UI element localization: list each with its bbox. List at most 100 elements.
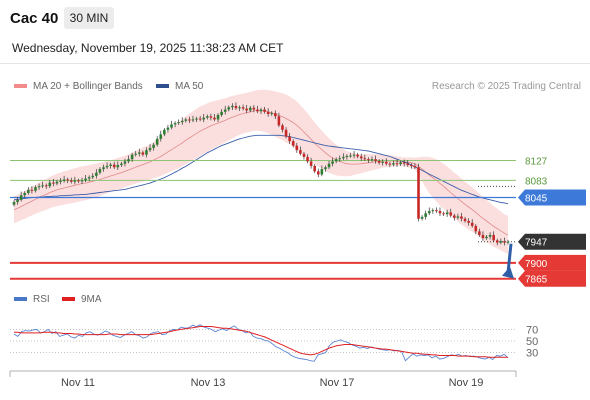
candle-body [148, 147, 152, 151]
candle-body [327, 163, 331, 168]
x-tick-label: Nov 13 [191, 377, 226, 389]
projection-arrow-head [502, 266, 514, 279]
candle-body [445, 212, 449, 215]
candle-body [263, 109, 266, 112]
timeframe-button[interactable]: 30 MIN [64, 7, 114, 29]
candle-body [338, 158, 342, 160]
candle-body [349, 155, 352, 157]
candle-body [359, 156, 363, 159]
candle-body [449, 212, 453, 216]
last-price-label: 7947 [525, 238, 548, 249]
candle-body [191, 119, 195, 121]
resistance-label-8083: 8083 [525, 176, 548, 187]
support-tag-7900 [518, 254, 586, 271]
legend-9ma: 9MA [62, 294, 102, 305]
rsi-swatch [14, 297, 27, 302]
resistance-label-8127: 8127 [525, 157, 548, 168]
candle-body [388, 163, 392, 165]
candle-body [316, 171, 320, 175]
legend-rsi: RSI [14, 294, 50, 305]
candle-body [120, 163, 123, 166]
credit-text: Research © 2025 Trading Central [431, 81, 581, 92]
candle-body [470, 222, 474, 226]
candle-body [431, 210, 435, 212]
candle-body [227, 107, 231, 110]
legend-bollinger-label: MA 20 + Bollinger Bands [33, 81, 143, 92]
candle-body [495, 240, 499, 243]
candle-body [345, 156, 349, 158]
rsi-tick-label: 30 [526, 348, 538, 360]
pivot-label-8045: 8045 [525, 194, 548, 205]
x-tick-label: Nov 19 [449, 377, 484, 389]
candle-body [245, 108, 248, 111]
bollinger-band-area [14, 89, 508, 254]
header-divider [0, 63, 590, 64]
candle-body [62, 179, 66, 181]
candle-body [216, 114, 220, 120]
ma9-swatch [62, 297, 75, 302]
candle-body [453, 215, 456, 218]
candle-body [173, 123, 177, 125]
candle-body [474, 225, 478, 232]
last-price-tag [518, 233, 586, 250]
candle-body [313, 165, 316, 172]
support-label-7900: 7900 [525, 259, 548, 270]
candle-body [66, 179, 69, 181]
candle-body [406, 163, 410, 166]
x-tick-label: Nov 17 [320, 377, 355, 389]
support-label-7865: 7865 [525, 275, 548, 286]
candle-body [392, 163, 395, 165]
ma50-swatch [156, 84, 169, 89]
chart-header: Cac 40 30 MIN [0, 0, 590, 36]
candle-body [112, 164, 116, 168]
candle-body [374, 159, 377, 161]
candle-body [184, 119, 188, 121]
candle-body [435, 210, 438, 212]
candle-body [55, 181, 59, 184]
candle-body [152, 144, 155, 148]
legend-ma50: MA 50 [156, 81, 203, 92]
pivot-tag-8045 [518, 189, 586, 206]
candle-body [59, 180, 62, 182]
candle-body [141, 152, 145, 155]
candle-body [95, 172, 98, 176]
candle-body [284, 129, 288, 137]
rsi-tick-label: 50 [526, 336, 538, 348]
candle-body [442, 213, 445, 215]
candle-body [102, 167, 105, 170]
candle-body [281, 125, 284, 130]
candle-body [266, 111, 270, 115]
candle-body [367, 159, 370, 161]
candle-body [259, 109, 263, 112]
candle-body [220, 111, 223, 115]
candle-body [77, 180, 80, 182]
candle-body [467, 220, 470, 223]
candle-body [48, 182, 52, 187]
candle-body [234, 105, 238, 109]
candle-body [241, 107, 245, 109]
candle-body [395, 163, 399, 165]
candle-body [381, 161, 385, 163]
candle-body [188, 119, 191, 121]
candle-body [130, 154, 134, 160]
candle-body [331, 161, 334, 164]
candle-body [34, 187, 37, 191]
candle-body [16, 199, 19, 203]
candle-body [87, 177, 91, 179]
candle-body [23, 193, 27, 196]
candle-body [424, 213, 427, 217]
candle-body [98, 169, 102, 173]
candle-body [438, 211, 442, 214]
candle-body [456, 216, 460, 218]
candle-body [488, 234, 492, 237]
legend-bollinger: MA 20 + Bollinger Bands [14, 81, 143, 92]
candle-body [163, 129, 166, 135]
candle-body [274, 113, 277, 117]
candle-body [291, 141, 295, 146]
candle-body [377, 160, 381, 163]
candle-body [30, 189, 34, 191]
candle-body [105, 165, 109, 168]
candle-body [231, 105, 234, 108]
candle-body [123, 161, 127, 164]
candle-body [481, 234, 485, 239]
